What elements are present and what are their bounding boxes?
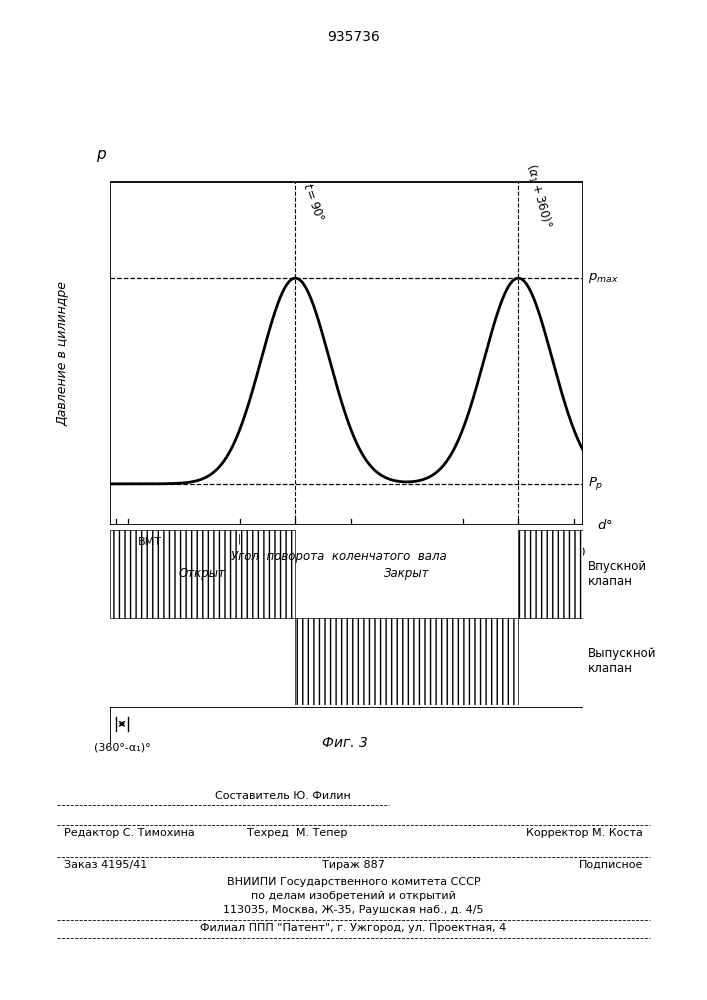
Bar [110,617,296,705]
Bar [110,530,296,617]
Text: Филиал ППП "Патент", г. Ужгород, ул. Проектная, 4: Филиал ППП "Патент", г. Ужгород, ул. Про… [200,923,507,933]
Bar [518,617,583,705]
Text: Тираж 887: Тираж 887 [322,860,385,870]
Bar [518,530,583,617]
Text: 360: 360 [340,546,362,559]
Text: 0: 0 [124,546,132,559]
Text: 180: 180 [228,546,251,559]
Text: $p_{max}$: $p_{max}$ [588,271,619,285]
Text: p: p [96,147,106,162]
Text: Заказ 4195/41: Заказ 4195/41 [64,860,147,870]
Text: |: | [238,534,241,544]
Text: Подписное: Подписное [579,860,643,870]
Bar [296,617,518,705]
Text: $\alpha_0$: $\alpha_0$ [109,546,123,559]
Text: ВНИИПИ Государственного комитета СССР: ВНИИПИ Государственного комитета СССР [227,877,480,887]
Text: Давление в цилиндре: Давление в цилиндре [57,281,70,426]
Text: Редактор С. Тимохина: Редактор С. Тимохина [64,828,194,838]
Bar [518,530,583,617]
Text: $(\alpha_1 + 360)°$: $(\alpha_1 + 360)°$ [522,162,554,230]
Text: $P_p$: $P_p$ [588,475,604,492]
Text: $d°$: $d°$ [597,518,613,532]
Text: по делам изобретений и открытий: по делам изобретений и открытий [251,891,456,901]
Text: ВМТ: ВМТ [138,537,162,547]
Bar [296,617,518,705]
Text: Техред  М. Тепер: Техред М. Тепер [247,828,347,838]
Text: Корректор М. Коста: Корректор М. Коста [527,828,643,838]
Text: Фиг. 3: Фиг. 3 [322,736,368,750]
Bar [296,530,518,617]
Text: Выпускной
клапан: Выпускной клапан [588,647,657,675]
Text: Составитель Ю. Филин: Составитель Ю. Филин [215,791,351,801]
Bar [110,530,296,617]
Text: $t = 90°$: $t = 90°$ [300,181,327,223]
Text: (360°-α₁)°: (360°-α₁)° [93,743,151,753]
Text: Закрыт: Закрыт [384,567,430,580]
Text: 540: 540 [451,546,474,559]
Text: Угол  поворота  коленчатого  вала: Угол поворота коленчатого вала [231,550,448,563]
Text: 113035, Москва, Ж-35, Раушская наб., д. 4/5: 113035, Москва, Ж-35, Раушская наб., д. … [223,905,484,915]
Text: 720: 720 [563,546,585,559]
Text: Открыт: Открыт [179,567,226,580]
Text: $\alpha_1$: $\alpha_1$ [288,546,303,559]
Text: Впускной
клапан: Впускной клапан [588,560,648,588]
Text: 935736: 935736 [327,30,380,44]
Text: $\alpha_2$: $\alpha_2$ [511,546,525,559]
